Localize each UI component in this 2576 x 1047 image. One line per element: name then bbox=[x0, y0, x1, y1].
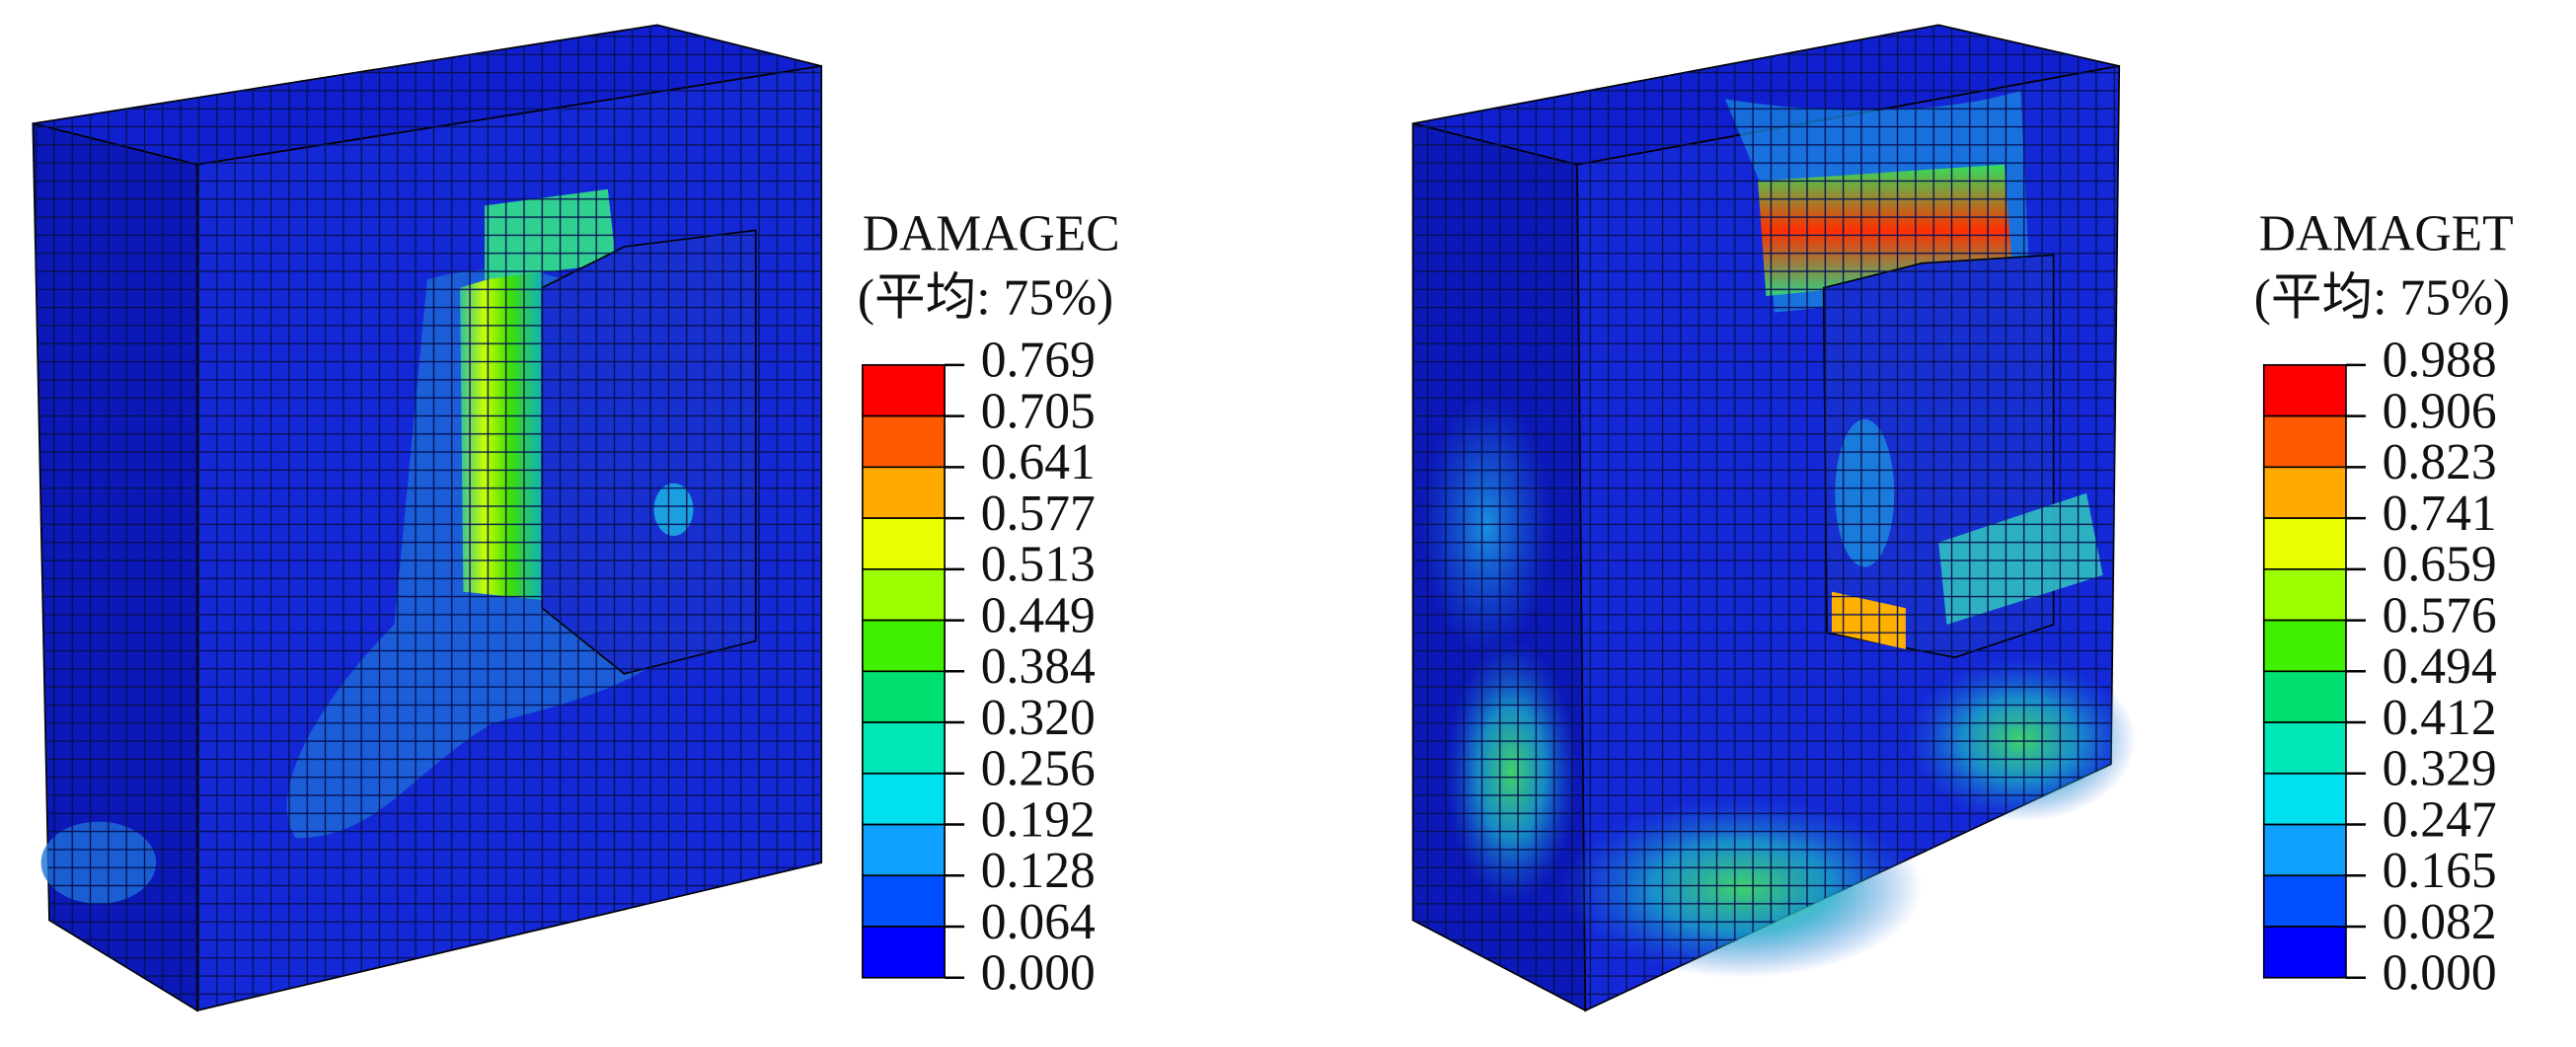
legend-swatch bbox=[2262, 364, 2347, 417]
legend-swatch bbox=[2262, 567, 2347, 622]
legend-swatch bbox=[862, 670, 946, 723]
legend-swatch bbox=[2262, 517, 2347, 570]
legend-label: 0.641 bbox=[981, 434, 1096, 490]
legend-swatch bbox=[862, 926, 946, 979]
legend-title: DAMAGET bbox=[2259, 206, 2514, 262]
legend-label: 0.449 bbox=[981, 587, 1096, 643]
legend-swatch bbox=[862, 619, 946, 673]
legend-label: 0.576 bbox=[2383, 587, 2497, 643]
legend-swatch bbox=[2262, 823, 2347, 877]
legend-title: DAMAGEC bbox=[863, 206, 1120, 262]
legend-swatch bbox=[2262, 926, 2347, 979]
legend-swatch bbox=[862, 721, 946, 775]
legend-swatch bbox=[2262, 772, 2347, 826]
legend-label: 0.513 bbox=[981, 537, 1096, 593]
legend-label: 0.128 bbox=[981, 843, 1096, 899]
legend-swatch bbox=[862, 823, 946, 877]
legend-label: 0.165 bbox=[2383, 843, 2497, 899]
legend-label: 0.988 bbox=[2383, 333, 2497, 389]
legend-label: 0.384 bbox=[981, 638, 1096, 695]
legend-label: 0.577 bbox=[981, 486, 1096, 542]
legend-label: 0.906 bbox=[2383, 383, 2497, 439]
legend-subtitle: (平均: 75%) bbox=[858, 269, 1113, 326]
legend-swatch bbox=[2262, 874, 2347, 928]
legend-label: 0.247 bbox=[2383, 791, 2497, 848]
legend-swatch bbox=[2262, 466, 2347, 519]
legend-swatch bbox=[862, 364, 946, 417]
legend-swatch bbox=[2262, 670, 2347, 723]
legend-label: 0.769 bbox=[981, 333, 1096, 389]
left-model bbox=[32, 24, 823, 1012]
legend-subtitle: (平均: 75%) bbox=[2254, 269, 2510, 326]
legend-swatch bbox=[2262, 619, 2347, 673]
legend: DAMAGEC (平均: 75%) 0.7690.7050.6410.5770.… bbox=[858, 206, 1120, 1002]
legend-swatch bbox=[862, 772, 946, 826]
legend-label: 0.000 bbox=[2383, 945, 2497, 1002]
legend-label: 0.192 bbox=[981, 791, 1096, 848]
legend-label: 0.000 bbox=[981, 945, 1096, 1002]
legend: DAMAGET (平均: 75%) 0.9880.9060.8230.7410.… bbox=[2254, 206, 2514, 1002]
legend-label: 0.412 bbox=[2383, 690, 2497, 746]
legend-swatch bbox=[2262, 414, 2347, 469]
legend-label: 0.741 bbox=[2383, 486, 2497, 542]
legend-label: 0.082 bbox=[2383, 894, 2497, 950]
legend-swatch bbox=[862, 567, 946, 622]
legend-label: 0.329 bbox=[2383, 741, 2497, 797]
legend-label: 0.064 bbox=[981, 894, 1096, 950]
legend-swatch bbox=[862, 517, 946, 570]
legend-swatch bbox=[2262, 721, 2347, 775]
legend-label: 0.705 bbox=[981, 383, 1096, 439]
legend-label: 0.256 bbox=[981, 741, 1096, 797]
legend-label: 0.823 bbox=[2383, 434, 2497, 490]
legend-swatch bbox=[862, 466, 946, 519]
legend-label: 0.320 bbox=[981, 690, 1096, 746]
legend-swatch bbox=[862, 874, 946, 928]
right-model bbox=[1411, 24, 2136, 1012]
legend-label: 0.659 bbox=[2383, 537, 2497, 593]
legend-label: 0.494 bbox=[2383, 638, 2497, 695]
legend-swatch bbox=[862, 414, 946, 469]
